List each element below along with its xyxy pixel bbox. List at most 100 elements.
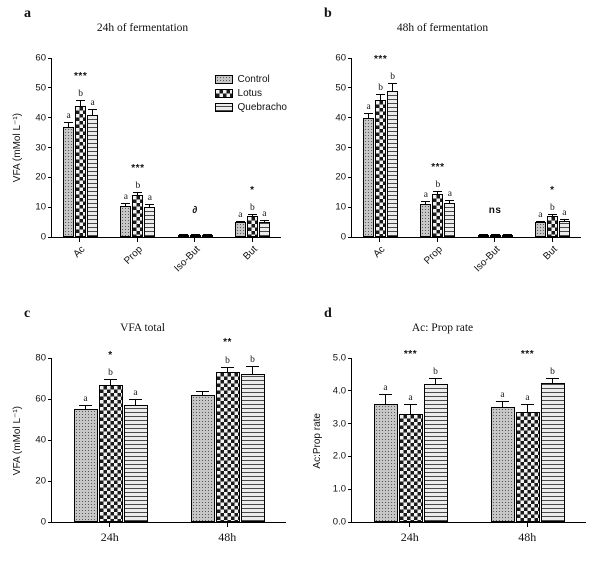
sig-letter: b [435, 179, 441, 190]
sig-letter: a [366, 102, 371, 113]
plot-column-c: 0 20 40 60 80 a b a * b b ** 24h 48h [35, 337, 286, 547]
bar-column: a [123, 388, 148, 522]
x-tick-mark [526, 523, 528, 527]
bar-group: a b a * [534, 185, 570, 237]
sig-letter: a [133, 388, 138, 399]
sig-letter: b [390, 72, 395, 83]
y-tick-mark [348, 176, 352, 178]
y-tick-label: 0 [40, 516, 46, 528]
bar-groups: a b a *** a b a *** ∂ a b a * [52, 58, 281, 237]
error-bar [535, 220, 545, 223]
bar-column: a [120, 192, 132, 237]
error-bar [364, 113, 374, 118]
panel-c: c VFA total VFA (mMol L⁻¹) 0 20 40 60 80 a b a *… [0, 300, 300, 564]
x-category: Ac [361, 238, 398, 280]
sig-letter: a [500, 389, 505, 400]
bar-group: a b a *** [63, 71, 99, 237]
y-tick-mark [48, 521, 52, 523]
x-axis-labels-d: 24h 48h [351, 523, 586, 547]
bar-quebracho-48h [240, 374, 265, 522]
error-bar [259, 220, 269, 223]
bar-column: a [87, 98, 99, 237]
x-tick-mark [136, 238, 138, 242]
error-bar [559, 218, 569, 221]
significance-marker: * [108, 349, 113, 361]
sig-letter: b [108, 367, 113, 378]
error-bar [376, 93, 386, 100]
panel-letter-c: c [24, 306, 31, 321]
plot-column-b: 0 10 20 30 40 50 60 a b b *** a b a *** ns a b a * Ac Prop Is… [335, 53, 581, 280]
y-tick-label: 5.0 [332, 352, 346, 364]
y-tick-label: 50 [35, 82, 46, 94]
y-tick-label: 50 [335, 82, 346, 94]
error-bar [379, 394, 392, 404]
plot-region-c: VFA (mMol L⁻¹) 0 20 40 60 80 a b a * b b ** 24h 48h [10, 337, 300, 547]
error-bar [104, 378, 117, 385]
plot-area-a: 0 10 20 30 40 50 60 a b a *** a b a *** ∂ a b a * [35, 53, 281, 243]
error-bar [64, 122, 74, 127]
error-bar [202, 234, 212, 235]
bar-control-24h [373, 403, 398, 522]
plot-region-a: VFA (mMol L⁻¹) 0 10 20 30 40 50 60 a b a *** a b a ***… [10, 53, 300, 280]
bar-lotus-48h [515, 412, 540, 522]
x-axis-labels-c: 24h 48h [51, 523, 286, 547]
bar-lotus-24h [98, 384, 123, 522]
error-bar [121, 202, 131, 206]
x-tick-label: 24h [100, 530, 119, 544]
x-tick-mark [436, 238, 438, 242]
bar-column: a [398, 393, 423, 522]
bar-column: b [387, 72, 399, 237]
y-tick-mark [48, 176, 52, 178]
bar-lotus-ac [75, 105, 87, 237]
bar-column: a [363, 102, 375, 237]
y-tick-mark [348, 390, 352, 392]
bar-control-but [234, 222, 246, 237]
bar-lotus-48h [215, 372, 240, 522]
bar-control-prop [420, 204, 432, 237]
sig-letter: b [78, 88, 83, 99]
significance-marker: *** [520, 348, 535, 360]
y-axis-label-text: VFA (mMol L⁻¹) [12, 405, 23, 476]
x-tick-label: Ac [71, 244, 88, 261]
panel-a: a 24h of fermentation VFA (mMol L⁻¹) 0 10… [0, 0, 300, 300]
sig-letter: a [66, 111, 71, 122]
y-tick-mark [48, 236, 52, 238]
bar-column: b [132, 181, 144, 237]
y-tick-mark [48, 398, 52, 400]
bar-column: a [558, 208, 570, 237]
y-tick-label: 40 [35, 434, 46, 446]
y-tick-mark [48, 439, 52, 441]
error-bar [221, 367, 234, 373]
bar-column [190, 380, 215, 522]
error-bar [88, 108, 98, 115]
y-tick-mark [348, 147, 352, 148]
bar-quebracho-but [558, 220, 570, 237]
bar-quebracho-24h [423, 384, 448, 522]
bar-lotus-ac [375, 99, 387, 237]
x-tick-label: Iso-But [172, 244, 203, 275]
sig-letter: a [538, 209, 543, 220]
y-tick-label: 2.0 [332, 450, 346, 462]
legend-entry: Quebracho [214, 102, 287, 113]
y-axis-label-text: Ac:Prop rate [312, 412, 323, 469]
bar-lotus-prop [132, 195, 144, 237]
x-category: 48h [190, 523, 264, 547]
y-tick-label: 0.0 [332, 516, 346, 528]
y-tick-label: 30 [35, 142, 46, 153]
y-tick-label: 80 [35, 352, 46, 364]
bar-column: a [63, 111, 75, 237]
bar-column [489, 223, 501, 237]
bar-column [501, 223, 513, 237]
bar-column: b [215, 356, 240, 522]
bar-group: a a b *** [490, 349, 565, 522]
x-category: 24h [73, 523, 147, 547]
bar-quebracho-24h [123, 405, 148, 522]
bar-column [477, 223, 489, 237]
significance-marker: *** [403, 348, 418, 360]
bar-quebracho-iso-but [501, 234, 513, 237]
bar-lotus-but [546, 216, 558, 237]
bar-group: b b ** [190, 337, 265, 522]
y-tick-mark [348, 488, 352, 490]
x-tick-label: Ac [371, 244, 388, 261]
y-axis-label-b [310, 58, 325, 238]
